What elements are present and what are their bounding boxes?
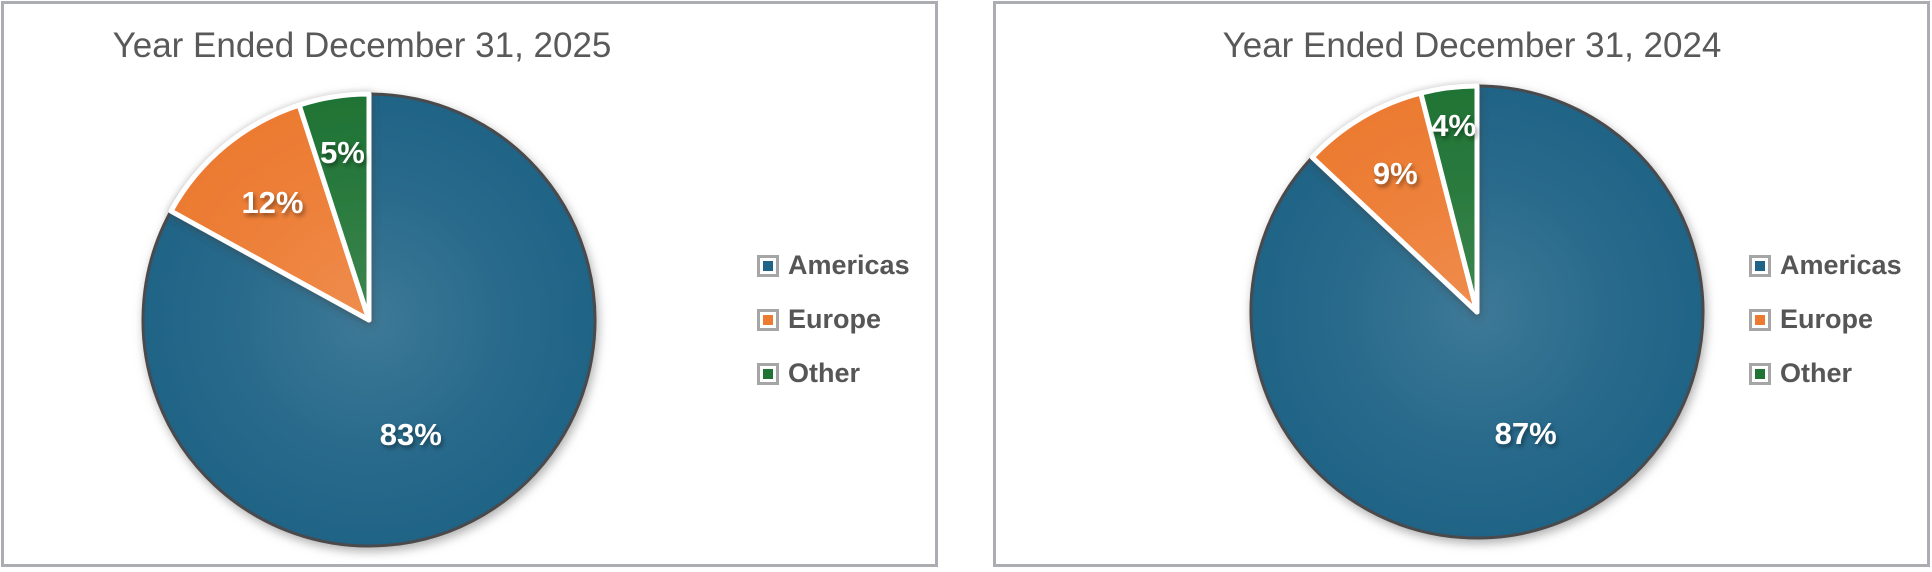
legend-marker-europe-icon bbox=[757, 308, 779, 331]
pie-slice-europe bbox=[1309, 90, 1480, 315]
legend-label-other: Other bbox=[788, 358, 861, 388]
legend-marker-americas-icon bbox=[757, 254, 779, 277]
legend-marker-americas-icon bbox=[1749, 254, 1771, 277]
legend-marker-color bbox=[763, 368, 773, 379]
pie-slice-europe bbox=[168, 102, 372, 323]
legend-label-other: Other bbox=[1780, 358, 1853, 388]
legend-label-americas: Americas bbox=[1780, 250, 1902, 280]
legend-marker-other-icon bbox=[1749, 362, 1771, 385]
pie-chart-panel-2025: Year Ended December 31, 2025 83% 12% 5% … bbox=[1, 1, 938, 567]
legend-marker-europe-icon bbox=[1749, 308, 1771, 331]
legend-label-europe: Europe bbox=[788, 304, 882, 334]
legend-label-europe: Europe bbox=[1780, 304, 1874, 334]
legend-marker-color bbox=[1755, 314, 1765, 325]
legend-label-americas: Americas bbox=[788, 250, 910, 280]
pie-outline-arc bbox=[1249, 84, 1705, 540]
legend-item-americas: Americas bbox=[757, 250, 910, 281]
legend-item-other: Other bbox=[757, 358, 910, 389]
pie-outline-arc bbox=[141, 92, 597, 548]
legend-item-other: Other bbox=[1749, 358, 1902, 389]
legend-item-europe: Europe bbox=[1749, 304, 1902, 335]
pie-chart-2024 bbox=[1249, 83, 1705, 540]
legend-marker-color bbox=[763, 314, 773, 325]
chart-title: Year Ended December 31, 2024 bbox=[1222, 26, 1722, 65]
legend-item-americas: Americas bbox=[1749, 250, 1902, 281]
legend-marker-color bbox=[1755, 368, 1765, 379]
legend: Americas Europe Other bbox=[757, 250, 910, 389]
pie-chart-2025 bbox=[141, 91, 597, 548]
legend-item-europe: Europe bbox=[757, 304, 910, 335]
legend: Americas Europe Other bbox=[1749, 250, 1902, 389]
legend-marker-other-icon bbox=[757, 362, 779, 385]
pie-slice-other bbox=[296, 91, 372, 323]
pie-slice-other bbox=[1418, 83, 1480, 315]
legend-marker-color bbox=[1755, 260, 1765, 271]
chart-title: Year Ended December 31, 2025 bbox=[112, 26, 612, 65]
pie-chart-panel-2024: Year Ended December 31, 2024 87% 9% 4% A… bbox=[993, 1, 1930, 567]
legend-marker-color bbox=[763, 260, 773, 271]
